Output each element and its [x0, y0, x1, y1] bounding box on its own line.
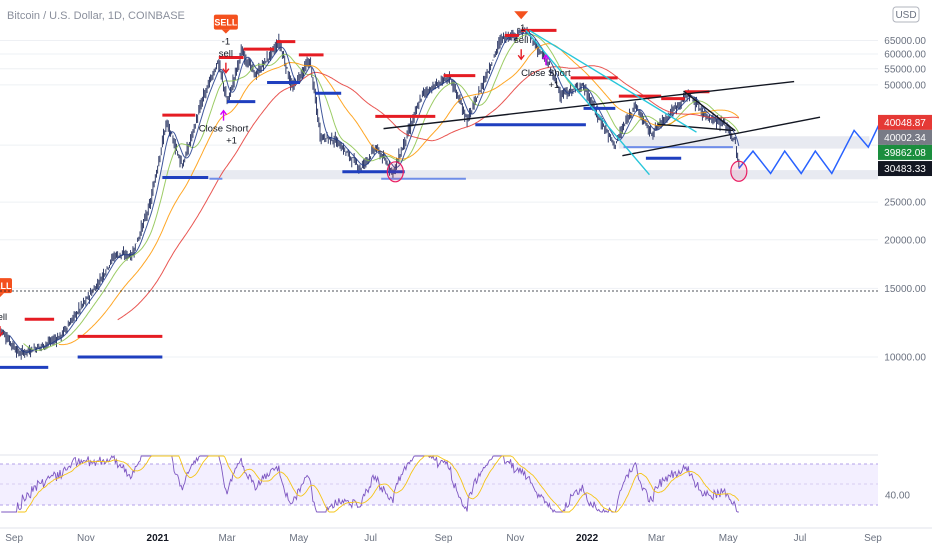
rsi-axis: 40.00 [885, 490, 910, 501]
sell-arrow-head-icon [222, 68, 230, 74]
support-zone [160, 170, 897, 180]
price-badges: 40048.87 40002.34 39862.08 30483.33 [878, 114, 932, 177]
sell-badge [0, 278, 12, 294]
time-tick-label: May [719, 533, 738, 544]
trendline [622, 116, 821, 157]
time-tick-label: Sep [864, 533, 882, 544]
trendline [383, 80, 795, 130]
price-badge [878, 161, 932, 177]
support-resistance-levels [0, 28, 733, 369]
sell-badge-label: SELL [214, 18, 238, 28]
moving-average-line [23, 33, 740, 351]
trendline [529, 29, 697, 133]
rsi-tick-label: 40.00 [885, 490, 910, 501]
projection-path [738, 87, 898, 175]
price-badge-label: 39862.08 [884, 148, 926, 159]
time-tick-label: May [289, 533, 308, 544]
price-tick-label: 60000.00 [884, 50, 926, 61]
sell-text: sell [514, 35, 528, 46]
moving-average-line [117, 65, 739, 321]
price-tick-label: 15000.00 [884, 284, 926, 295]
price-tick-label: 25000.00 [884, 198, 926, 209]
sell-marker [514, 11, 529, 20]
close-short-text: Close Short [521, 68, 571, 79]
rsi-line [1, 454, 739, 514]
trendline [683, 90, 736, 132]
price-tick-label: 65000.00 [884, 36, 926, 47]
price-tick-label: 10000.00 [884, 352, 926, 363]
sell-arrow-head-icon [517, 54, 525, 61]
time-tick-label: Mar [648, 533, 666, 544]
time-tick-label: Sep [5, 533, 23, 544]
close-short-text: Close Short [199, 124, 249, 135]
close-short-value: +1 [548, 80, 559, 91]
moving-average-line [58, 43, 740, 346]
close-short-value: +1 [226, 136, 237, 147]
price-tick-label: 50000.00 [884, 80, 926, 91]
support-zone [618, 136, 870, 149]
time-axis: Sep Nov 2021 Mar May Jul Sep Nov 2022 Mar May Jul Se… [5, 533, 882, 544]
price-badge [878, 144, 932, 160]
sell-badge-pointer [0, 293, 4, 298]
highlight-circles [386, 160, 748, 183]
time-tick-label: Sep [435, 533, 453, 544]
sell-arrow-head-icon [0, 331, 4, 338]
trendline [525, 29, 650, 176]
support-zones [160, 136, 897, 180]
price-candles [0, 26, 740, 360]
rsi-indicator [1, 454, 740, 514]
time-tick-label: Nov [77, 533, 95, 544]
highlight-circle [386, 161, 404, 183]
price-badge-label: 40048.87 [884, 118, 926, 129]
moving-average-line [9, 32, 740, 353]
moving-averages [9, 32, 740, 353]
rsi-signal-line [17, 455, 740, 513]
price-axis-background [878, 0, 932, 530]
trendlines [383, 29, 821, 176]
time-tick-label: 2021 [147, 533, 170, 544]
price-tick-label: 20000.00 [884, 235, 926, 246]
sell-text: sell [219, 49, 233, 60]
time-tick-label: Mar [218, 533, 236, 544]
sell-value: -1 [517, 23, 525, 34]
time-tick-label: 2022 [576, 533, 599, 544]
currency-badge[interactable]: USD [892, 6, 920, 23]
currency-badge-frame [892, 6, 920, 23]
price-badge-label: 30483.33 [884, 164, 926, 175]
sell-badge-pointer [221, 29, 230, 34]
price-badge [878, 129, 932, 145]
currency-badge-label: USD [895, 10, 916, 21]
price-badge [878, 114, 932, 130]
sell-text: sell [0, 312, 7, 323]
time-tick-label: Jul [364, 533, 377, 544]
close-short-arrow-head-icon [219, 109, 228, 116]
sell-badge [213, 14, 238, 30]
sell-badge-label: SELL [0, 281, 12, 291]
highlight-circle [730, 160, 748, 182]
price-tick-label: 55000.00 [884, 64, 926, 75]
trendline [657, 123, 734, 132]
time-tick-label: Jul [794, 533, 807, 544]
sell-value: -1 [222, 37, 230, 48]
price-badge-label: 40002.34 [884, 133, 926, 144]
close-short-arrow-head-icon [542, 54, 550, 60]
time-tick-label: Nov [506, 533, 524, 544]
chart-title: Bitcoin / U.S. Dollar, 1D, COINBASE [7, 10, 185, 22]
